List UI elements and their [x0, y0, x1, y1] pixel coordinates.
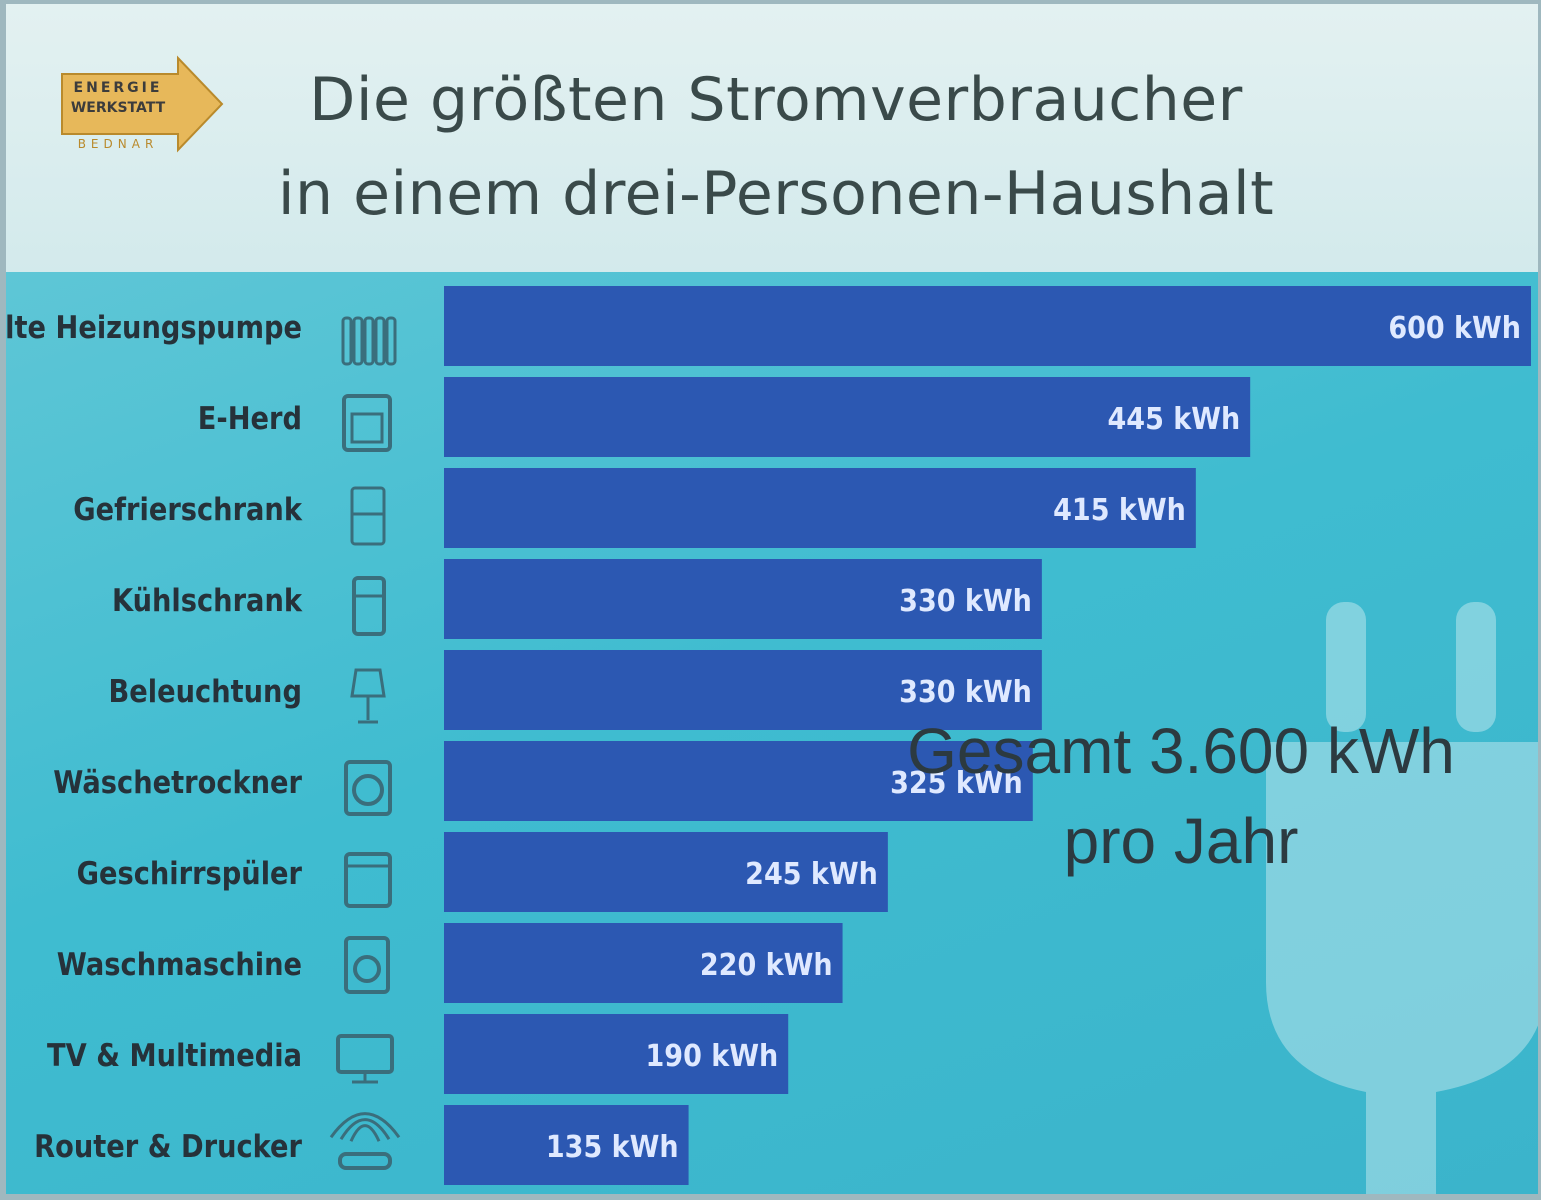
- total-line-1: Gesamt 3.600 kWh: [907, 715, 1455, 787]
- category-label: Wäschetrockner: [53, 764, 302, 800]
- bar-value-label: 445 kWh: [1108, 402, 1241, 437]
- bar: [444, 1105, 689, 1185]
- bar: [444, 377, 1251, 457]
- washing-machine-icon: [344, 936, 390, 994]
- total-line-2: pro Jahr: [1063, 805, 1299, 877]
- bar: [444, 286, 1531, 366]
- category-label: Geschirrspüler: [77, 855, 303, 891]
- logo-line1: ENERGIE: [74, 80, 163, 96]
- bar-value-label: 415 kWh: [1053, 493, 1186, 528]
- bar-value-label: 220 kWh: [700, 948, 833, 983]
- category-label: Router & Drucker: [34, 1128, 302, 1164]
- category-label: E-Herd: [198, 400, 302, 436]
- stove-icon: [342, 394, 392, 452]
- bar-value-label: 135 kWh: [546, 1130, 679, 1165]
- bar: [444, 1014, 789, 1094]
- bar: [444, 923, 843, 1003]
- fridge-icon: [352, 576, 386, 636]
- bar-value-label: 190 kWh: [646, 1039, 779, 1074]
- freezer-icon: [350, 486, 386, 546]
- energie-werkstatt-logo: ENERGIE WERKSTATT BEDNAR: [61, 55, 224, 153]
- bar: [444, 832, 888, 912]
- bar: [444, 559, 1042, 639]
- logo-line3: BEDNAR: [78, 137, 159, 151]
- bar-value-label: 600 kWh: [1388, 311, 1521, 346]
- bar: [444, 650, 1042, 730]
- category-label: Beleuchtung: [109, 673, 302, 709]
- logo-line2: WERKSTATT: [71, 100, 166, 116]
- bar-value-label: 245 kWh: [745, 857, 878, 892]
- radiator-icon: [341, 316, 397, 366]
- dishwasher-icon: [344, 852, 392, 908]
- category-label: Kühlschrank: [112, 582, 303, 618]
- category-label: Gefrierschrank: [73, 491, 302, 527]
- plug-watermark-icon: [1266, 602, 1538, 1194]
- title-line-2: in einem drei-Personen-Haushalt: [277, 159, 1275, 229]
- bar-value-label: 330 kWh: [899, 675, 1032, 710]
- title-line-1: Die größten Stromverbraucher: [309, 65, 1243, 135]
- router-icon: [329, 1112, 401, 1170]
- category-label: Alte Heizungspumpe: [6, 309, 302, 345]
- category-label: Waschmaschine: [57, 946, 302, 982]
- dryer-icon: [344, 760, 392, 816]
- bar-value-label: 325 kWh: [890, 766, 1023, 801]
- bar: [444, 468, 1196, 548]
- bar-value-label: 330 kWh: [899, 584, 1032, 619]
- bar: [444, 741, 1033, 821]
- lamp-icon: [350, 668, 386, 724]
- bar-chart: 600 kWh Alte Heizungspumpe 445 kWh E-Herd 41…: [6, 286, 1531, 1185]
- category-label: TV & Multimedia: [47, 1037, 302, 1073]
- slide: ENERGIE WERKSTATT BEDNAR Die größten Str…: [6, 4, 1538, 1194]
- tv-icon: [336, 1034, 394, 1084]
- slide-header: ENERGIE WERKSTATT BEDNAR Die größten Str…: [6, 4, 1538, 272]
